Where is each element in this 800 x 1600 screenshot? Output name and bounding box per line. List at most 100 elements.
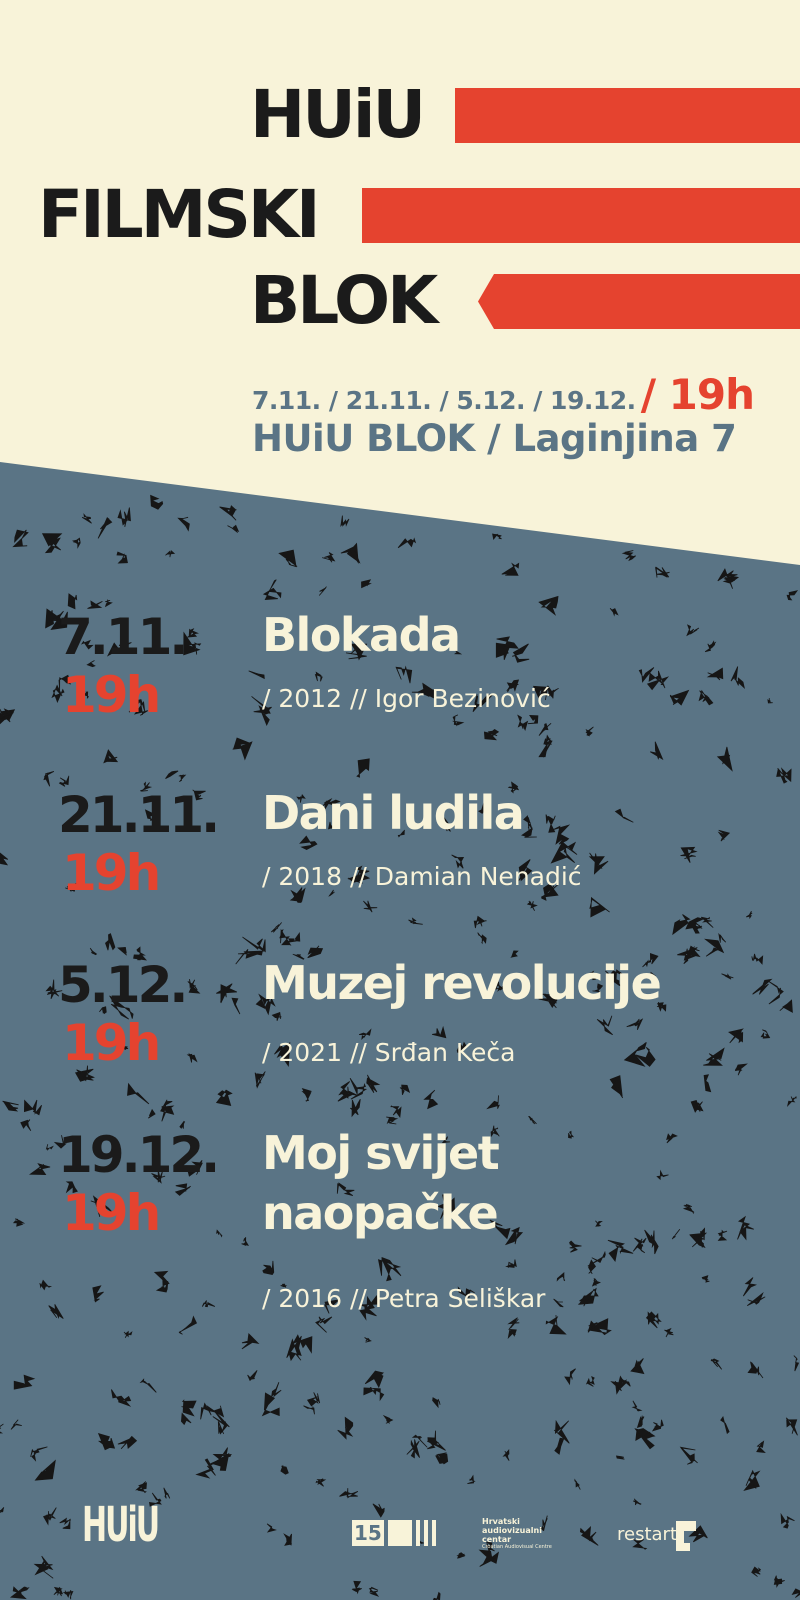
ink-speck [307,945,324,959]
ink-speck [588,1259,597,1275]
ink-speck [90,1195,113,1218]
ink-speck [219,505,237,521]
ink-speck [730,666,745,690]
film-director: Igor Bezinović [374,684,551,713]
film-date: 21.11. [58,786,220,844]
ink-speck [105,933,116,951]
ink-speck [254,1071,266,1089]
ink-speck [655,566,670,578]
ink-speck [636,1415,645,1429]
ink-speck [538,739,553,758]
ink-speck [278,549,298,568]
film-year: 2016 [278,1284,342,1313]
ink-speck [621,550,636,562]
ink-speck [451,854,465,869]
film-date: 5.12. [58,956,188,1014]
ink-speck [89,947,98,956]
ink-speck [595,1220,603,1227]
ink-speck [786,1096,797,1108]
ink-speck [717,829,731,842]
ink-speck [432,1397,441,1409]
ink-speck [435,1452,449,1465]
ink-speck [20,1119,32,1132]
ink-speck [423,1089,439,1110]
ink-speck [591,1278,602,1287]
ink-speck [742,1277,758,1297]
ink-speck [151,1169,166,1184]
ink-speck [111,1389,132,1407]
ink-speck [356,758,370,778]
ink-speck [386,1116,399,1125]
ink-speck [358,1028,372,1040]
ink-speck [588,852,609,875]
ink-speck [296,794,306,803]
ink-speck [351,1580,362,1595]
ink-speck [186,1052,198,1063]
title-blok: BLOK [250,262,438,339]
ink-speck [39,1279,53,1291]
film-title: Blokada [262,608,461,662]
ink-speck [43,1507,57,1526]
ink-speck [339,1488,359,1499]
film-title: Muzej revolucije [262,956,662,1010]
film-title: Moj svijet [262,1126,500,1180]
ink-speck [2,1100,19,1112]
ink-speck [615,1455,625,1460]
ink-speck [139,1378,157,1393]
ink-speck [411,682,436,700]
ink-speck [128,699,149,716]
ink-speck [67,593,78,610]
ink-speck [106,640,132,657]
ink-speck [752,978,773,995]
ink-speck [632,1237,647,1254]
ink-speck [527,714,539,725]
ink-speck [80,639,94,650]
hac-name-2: audiovizualni [482,1526,542,1535]
ink-speck [328,889,335,897]
ink-speck [553,1298,564,1308]
ink-speck [117,946,127,956]
ink-speck [456,1041,468,1053]
ink-speck [507,781,520,794]
ink-speck [118,1043,129,1052]
film-year: 2012 [278,684,342,713]
ink-speck [564,1368,576,1386]
ink-speck [133,946,148,961]
ink-speck [149,1492,162,1507]
ink-speck [439,811,451,832]
ink-speck [200,1402,217,1420]
ink-speck [179,1120,186,1129]
ink-speck [718,932,727,943]
ink-speck [589,896,610,918]
ink-speck [337,1416,354,1440]
ink-speck [144,809,157,822]
ink-speck [592,983,604,993]
film-credits: / 2018 // Damian Nenadić [262,862,582,891]
ink-speck [553,824,571,845]
ink-speck [178,1315,198,1335]
dates-line: 7.11. / 21.11. / 5.12. / 19.12. / 19h [252,370,755,419]
ink-speck [163,1487,171,1499]
ink-speck [596,1015,613,1036]
ink-speck [721,973,734,980]
ink-speck [504,1226,524,1246]
ink-speck [292,953,305,960]
ink-speck [507,1317,520,1330]
ink-speck [506,679,520,693]
ink-speck [247,1370,258,1382]
ink-speck [43,771,55,787]
ink-speck [688,1232,708,1249]
ink-speck [505,1259,517,1268]
ink-speck [45,608,68,631]
ink-speck [177,516,190,532]
ink-speck [486,1541,495,1552]
ink-speck [502,1449,510,1461]
ink-speck [123,1330,133,1339]
hac-name-1: Hrvatski [482,1517,520,1526]
ink-speck [235,948,259,965]
ink-speck [679,1446,698,1465]
ink-speck [751,1566,762,1577]
ink-speckles [0,494,800,1600]
ink-speck [347,865,371,884]
ink-speck [483,729,500,741]
